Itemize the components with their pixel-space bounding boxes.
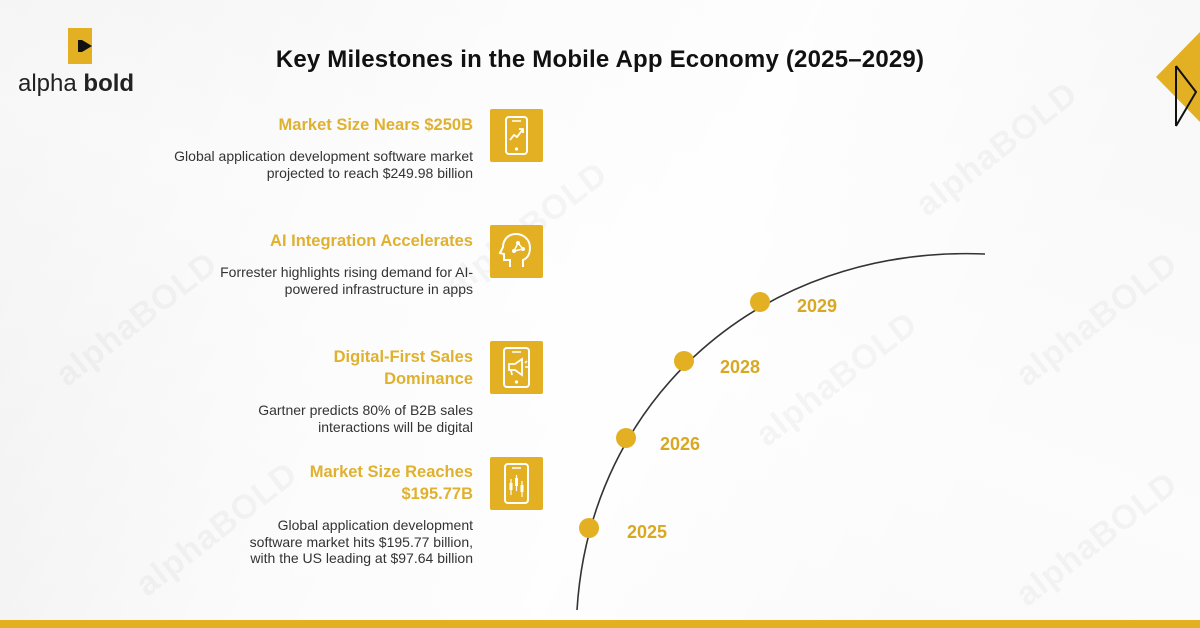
bottom-accent-bar xyxy=(0,620,1200,628)
milestone-heading: Market Size Reaches $195.77B xyxy=(309,463,473,503)
alphabold-logo: alpha bold xyxy=(18,28,148,98)
milestone-description: Gartner predicts 80% of B2B sales intera… xyxy=(258,402,473,435)
phone-growth-chart-icon xyxy=(490,109,543,162)
ai-head-icon xyxy=(490,225,543,278)
milestone-heading: Market Size Nears $250B xyxy=(278,116,473,134)
milestone-description: Forrester highlights rising demand for A… xyxy=(220,264,473,297)
milestone-description: Global application development software … xyxy=(249,517,473,566)
milestone-heading: AI Integration Accelerates xyxy=(270,232,473,250)
milestone-item: Digital-First Sales Dominance Gartner pr… xyxy=(173,346,473,435)
corner-arrow-icon xyxy=(1156,32,1200,127)
phone-megaphone-icon xyxy=(490,341,543,394)
milestone-item: AI Integration Accelerates Forrester hig… xyxy=(173,230,473,297)
year-label: 2029 xyxy=(797,296,838,316)
logo-mark-icon xyxy=(68,28,92,64)
year-label: 2025 xyxy=(627,522,668,542)
milestone-description: Global application development software … xyxy=(174,148,473,181)
logo-wordmark: alpha bold xyxy=(18,70,135,97)
milestone-item: Market Size Nears $250B Global applicati… xyxy=(173,114,473,181)
phone-candlestick-icon xyxy=(490,457,543,510)
year-label: 2028 xyxy=(720,357,761,377)
page-title: Key Milestones in the Mobile App Economy… xyxy=(275,46,925,73)
year-label: 2026 xyxy=(660,434,701,454)
milestone-heading: Digital-First Sales Dominance xyxy=(333,348,473,388)
milestone-item: Market Size Reaches $195.77B Global appl… xyxy=(173,461,473,567)
